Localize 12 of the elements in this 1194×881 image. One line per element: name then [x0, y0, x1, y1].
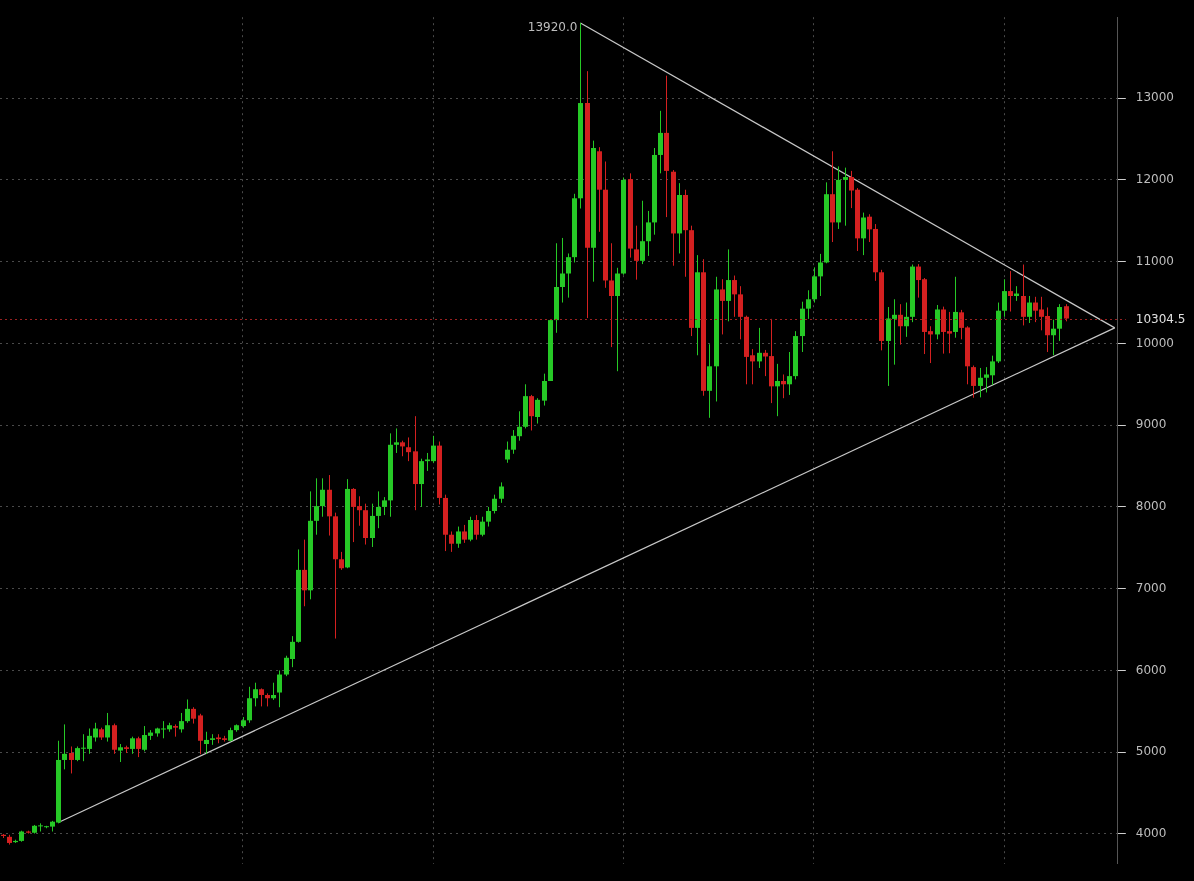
- y-tick-label: 13000: [1135, 90, 1175, 105]
- annotation: 13920.0: [527, 20, 578, 35]
- ref-line-label: 10304.5: [1135, 311, 1186, 326]
- y-tick-label: 6000: [1135, 662, 1167, 677]
- y-tick-label: 11000: [1135, 253, 1175, 268]
- y-tick-label: 7000: [1135, 580, 1167, 595]
- y-tick-label: 5000: [1135, 744, 1167, 759]
- y-tick-label: 9000: [1135, 417, 1167, 432]
- y-tick-label: 10000: [1135, 335, 1175, 350]
- y-tick-label: 12000: [1135, 172, 1175, 187]
- y-tick-label: 4000: [1135, 826, 1167, 841]
- y-tick-label: 8000: [1135, 499, 1167, 514]
